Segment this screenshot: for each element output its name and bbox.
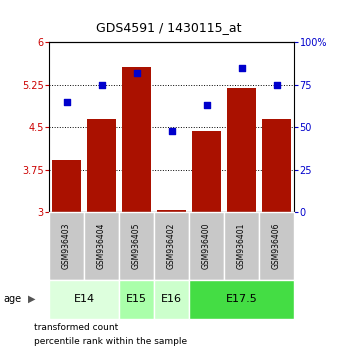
- Text: percentile rank within the sample: percentile rank within the sample: [34, 337, 188, 346]
- Bar: [192, 131, 221, 212]
- Bar: [122, 67, 151, 212]
- Bar: [259, 212, 294, 280]
- Point: [99, 82, 104, 88]
- Point: [64, 99, 69, 105]
- Text: GDS4591 / 1430115_at: GDS4591 / 1430115_at: [96, 21, 242, 34]
- Text: E16: E16: [161, 294, 182, 304]
- Point: [274, 82, 279, 88]
- Bar: [154, 280, 189, 319]
- Text: GSM936403: GSM936403: [62, 223, 71, 269]
- Text: E17.5: E17.5: [226, 294, 258, 304]
- Bar: [49, 280, 119, 319]
- Bar: [154, 212, 189, 280]
- Text: GSM936404: GSM936404: [97, 223, 106, 269]
- Bar: [224, 212, 259, 280]
- Text: GSM936400: GSM936400: [202, 223, 211, 269]
- Text: ▶: ▶: [28, 294, 36, 304]
- Bar: [119, 212, 154, 280]
- Text: E15: E15: [126, 294, 147, 304]
- Bar: [84, 212, 119, 280]
- Bar: [189, 212, 224, 280]
- Text: GSM936405: GSM936405: [132, 223, 141, 269]
- Text: age: age: [3, 294, 22, 304]
- Point: [239, 65, 244, 71]
- Point: [169, 128, 174, 134]
- Text: GSM936401: GSM936401: [237, 223, 246, 269]
- Bar: [119, 280, 154, 319]
- Bar: [156, 210, 187, 212]
- Point: [134, 70, 139, 76]
- Bar: [189, 280, 294, 319]
- Text: GSM936402: GSM936402: [167, 223, 176, 269]
- Bar: [227, 88, 257, 212]
- Bar: [52, 160, 81, 212]
- Text: transformed count: transformed count: [34, 323, 119, 332]
- Text: GSM936406: GSM936406: [272, 223, 281, 269]
- Bar: [262, 119, 291, 212]
- Bar: [87, 119, 116, 212]
- Text: E14: E14: [73, 294, 95, 304]
- Bar: [49, 212, 84, 280]
- Point: [204, 103, 209, 108]
